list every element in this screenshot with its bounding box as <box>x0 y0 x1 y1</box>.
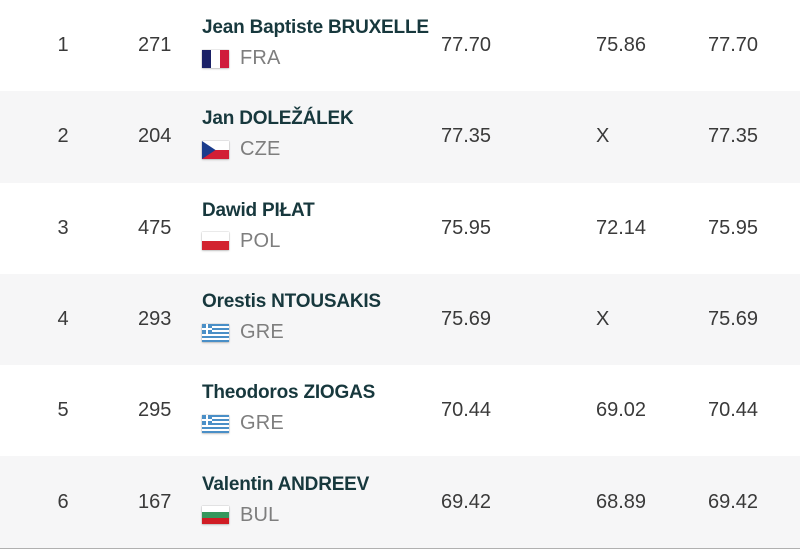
result-mark-2: 69.02 <box>596 399 647 422</box>
athlete-name[interactable]: Valentin ANDREEV <box>202 473 370 495</box>
flag-fra-icon <box>202 49 229 68</box>
rank: 1 <box>57 34 69 57</box>
athlete-cell: Jan DOLEŽÁLEK CZE <box>194 107 441 161</box>
country: POL <box>202 230 441 253</box>
rank: 5 <box>57 399 69 422</box>
athlete-name[interactable]: Orestis NTOUSAKIS <box>202 291 381 313</box>
country-code: GRE <box>240 412 284 435</box>
result-mark-1: 75.69 <box>441 308 492 331</box>
result-mark-2: 75.86 <box>596 34 647 57</box>
athlete-name[interactable]: Jean Baptiste BRUXELLE <box>202 17 429 39</box>
country: GRE <box>202 412 441 435</box>
result-mark-2: 72.14 <box>596 216 647 239</box>
bib-number: 271 <box>138 34 172 57</box>
country-code: POL <box>240 229 281 252</box>
country-code: GRE <box>240 321 284 344</box>
rank: 3 <box>57 216 69 239</box>
result-best-mark: 77.70 <box>708 34 759 57</box>
rank: 4 <box>57 308 69 331</box>
result-best-mark: 69.42 <box>708 490 759 513</box>
flag-bul-icon <box>202 506 229 525</box>
country: FRA <box>202 47 441 70</box>
result-mark-2: X <box>596 125 610 148</box>
country-code: FRA <box>240 47 281 70</box>
result-mark-1: 70.44 <box>441 399 492 422</box>
bib-number: 295 <box>138 399 172 422</box>
table-row[interactable]: 3 475 Dawid PIŁAT POL 75.95 72.14 75.95 <box>0 182 800 274</box>
athlete-cell: Valentin ANDREEV BUL <box>194 473 441 527</box>
athlete-cell: Jean Baptiste BRUXELLE FRA <box>194 16 441 70</box>
athlete-cell: Dawid PIŁAT POL <box>194 199 441 253</box>
bib-number: 167 <box>138 490 172 513</box>
bib-number: 204 <box>138 125 172 148</box>
table-row[interactable]: 4 293 Orestis NTOUSAKIS GRE 75.69 X 75.6… <box>0 273 800 366</box>
flag-gre-icon <box>202 414 229 433</box>
result-mark-2: X <box>596 308 610 331</box>
table-row[interactable]: 6 167 Valentin ANDREEV BUL 69.42 68.89 6… <box>0 456 800 548</box>
result-best-mark: 75.95 <box>708 216 759 239</box>
athlete-cell: Theodoros ZIOGAS GRE <box>194 381 441 435</box>
result-best-mark: 77.35 <box>708 125 759 148</box>
rank: 2 <box>57 125 69 148</box>
result-mark-1: 69.42 <box>441 490 492 513</box>
flag-pol-icon <box>202 232 229 251</box>
result-mark-1: 75.95 <box>441 216 492 239</box>
bib-number: 293 <box>138 308 172 331</box>
result-best-mark: 75.69 <box>708 308 759 331</box>
country-code: BUL <box>240 503 280 526</box>
table-row[interactable]: 1 271 Jean Baptiste BRUXELLE FRA 77.70 7… <box>0 0 800 92</box>
country-code: CZE <box>240 138 281 161</box>
table-row[interactable]: 5 295 Theodoros ZIOGAS GRE 70.44 69.02 7… <box>0 365 800 457</box>
flag-cze-icon <box>202 140 229 159</box>
country: CZE <box>202 138 441 161</box>
athlete-name[interactable]: Jan DOLEŽÁLEK <box>202 108 354 130</box>
result-mark-1: 77.70 <box>441 34 492 57</box>
table-row[interactable]: 2 204 Jan DOLEŽÁLEK CZE 77.35 X 77.35 <box>0 91 800 183</box>
country: BUL <box>202 504 441 527</box>
athlete-cell: Orestis NTOUSAKIS GRE <box>194 290 441 344</box>
rank: 6 <box>57 490 69 513</box>
athlete-name[interactable]: Dawid PIŁAT <box>202 199 315 221</box>
result-mark-1: 77.35 <box>441 125 492 148</box>
bib-number: 475 <box>138 216 172 239</box>
athlete-name[interactable]: Theodoros ZIOGAS <box>202 382 376 404</box>
result-mark-2: 68.89 <box>596 490 647 513</box>
flag-gre-icon <box>202 323 229 342</box>
result-best-mark: 70.44 <box>708 399 759 422</box>
country: GRE <box>202 321 441 344</box>
